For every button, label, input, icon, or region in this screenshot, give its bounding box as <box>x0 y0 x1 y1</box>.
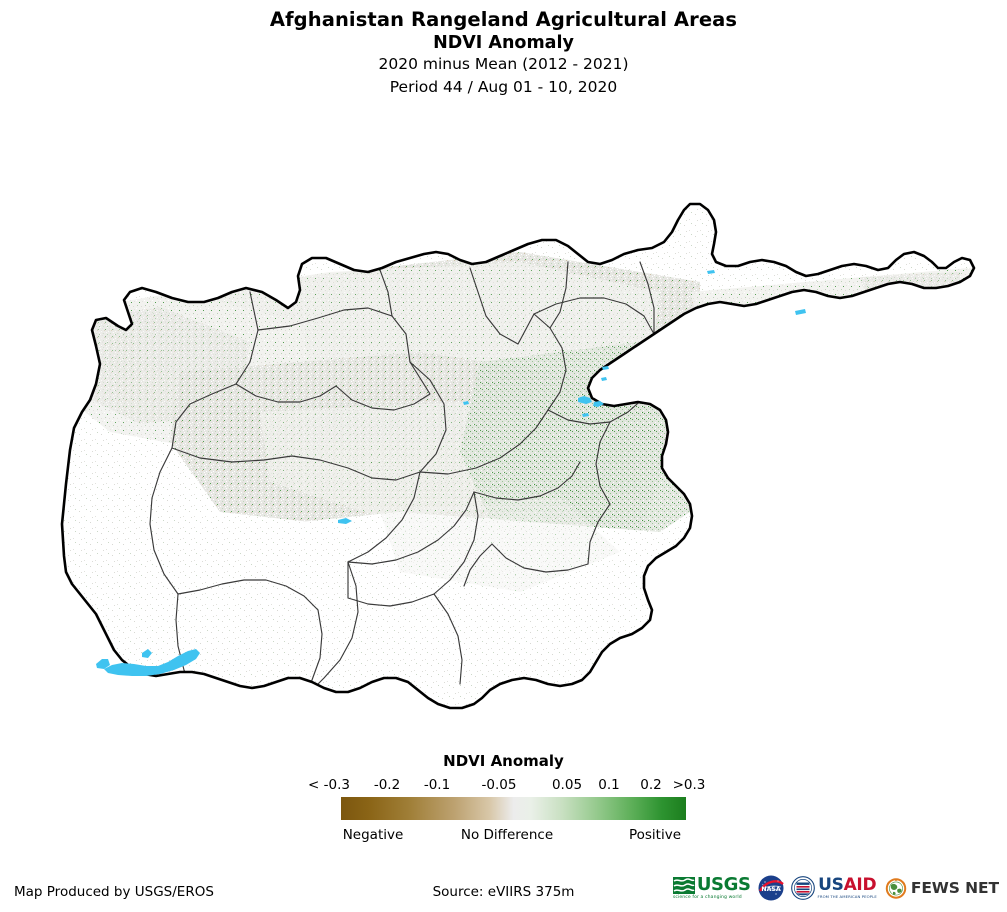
legend-colorbar <box>341 797 686 820</box>
usaid-wordmark: USAID <box>818 877 876 894</box>
nasa-meatball-icon: NASA <box>758 875 784 901</box>
fewsnet-logo: FEWS NET <box>884 876 999 900</box>
legend-tick-7: >0.3 <box>672 777 706 793</box>
comparison-label: 2020 minus Mean (2012 - 2021) <box>378 55 629 73</box>
water-bodies <box>96 270 806 676</box>
legend-tick-labels: < -0.3 -0.2 -0.1 -0.05 0.05 0.1 0.2 >0.3 <box>303 777 706 793</box>
usgs-tagline: science for a changing world <box>672 895 742 900</box>
legend-tick-0: < -0.3 <box>308 777 350 793</box>
legend-captions: Negative No Difference Positive <box>303 827 703 845</box>
period-label: Period 44 / Aug 01 - 10, 2020 <box>389 78 618 96</box>
fewsnet-wordmark: FEWS NET <box>910 879 999 897</box>
usaid-tagline: FROM THE AMERICAN PEOPLE <box>817 894 877 899</box>
legend-tick-4: 0.05 <box>551 777 583 793</box>
usgs-wave-icon <box>672 876 695 894</box>
legend-tick-2: -0.1 <box>423 777 451 793</box>
country-border <box>60 202 976 710</box>
title-block: Afghanistan Rangeland Agricultural Areas… <box>0 0 1007 99</box>
legend: NDVI Anomaly < -0.3 -0.2 -0.1 -0.05 0.05… <box>0 752 1007 857</box>
legend-caption-negative: Negative <box>342 827 404 843</box>
legend-tick-3: -0.05 <box>481 777 517 793</box>
logo-strip: USGS science for a changing world NASA <box>672 871 999 905</box>
province-boundaries <box>149 261 661 695</box>
usaid-aid: AID <box>843 875 877 895</box>
usgs-wordmark: USGS <box>696 874 751 895</box>
produced-by-label: Map Produced by USGS/EROS <box>14 884 214 900</box>
legend-title: NDVI Anomaly <box>443 752 564 770</box>
legend-tick-1: -0.2 <box>373 777 401 793</box>
usaid-us: US <box>818 875 844 895</box>
source-label: Source: eVIIRS 375m <box>432 884 575 900</box>
svg-text:NASA: NASA <box>761 886 780 893</box>
afghanistan-map-svg[interactable] <box>0 112 1007 742</box>
page-title: Afghanistan Rangeland Agricultural Areas <box>269 8 738 31</box>
page-subtitle: NDVI Anomaly <box>433 33 574 53</box>
map-canvas[interactable] <box>0 112 1007 742</box>
legend-caption-no-difference: No Difference <box>460 827 554 843</box>
legend-tick-6: 0.2 <box>640 777 662 793</box>
usaid-logo: USAID FROM THE AMERICAN PEOPLE <box>790 876 877 900</box>
nasa-logo: NASA <box>758 875 784 901</box>
usgs-logo: USGS science for a changing world <box>672 874 751 900</box>
legend-caption-positive: Positive <box>628 827 682 843</box>
fewsnet-globe-icon <box>885 878 907 899</box>
usaid-seal-icon <box>790 876 815 900</box>
legend-tick-5: 0.1 <box>598 777 620 793</box>
